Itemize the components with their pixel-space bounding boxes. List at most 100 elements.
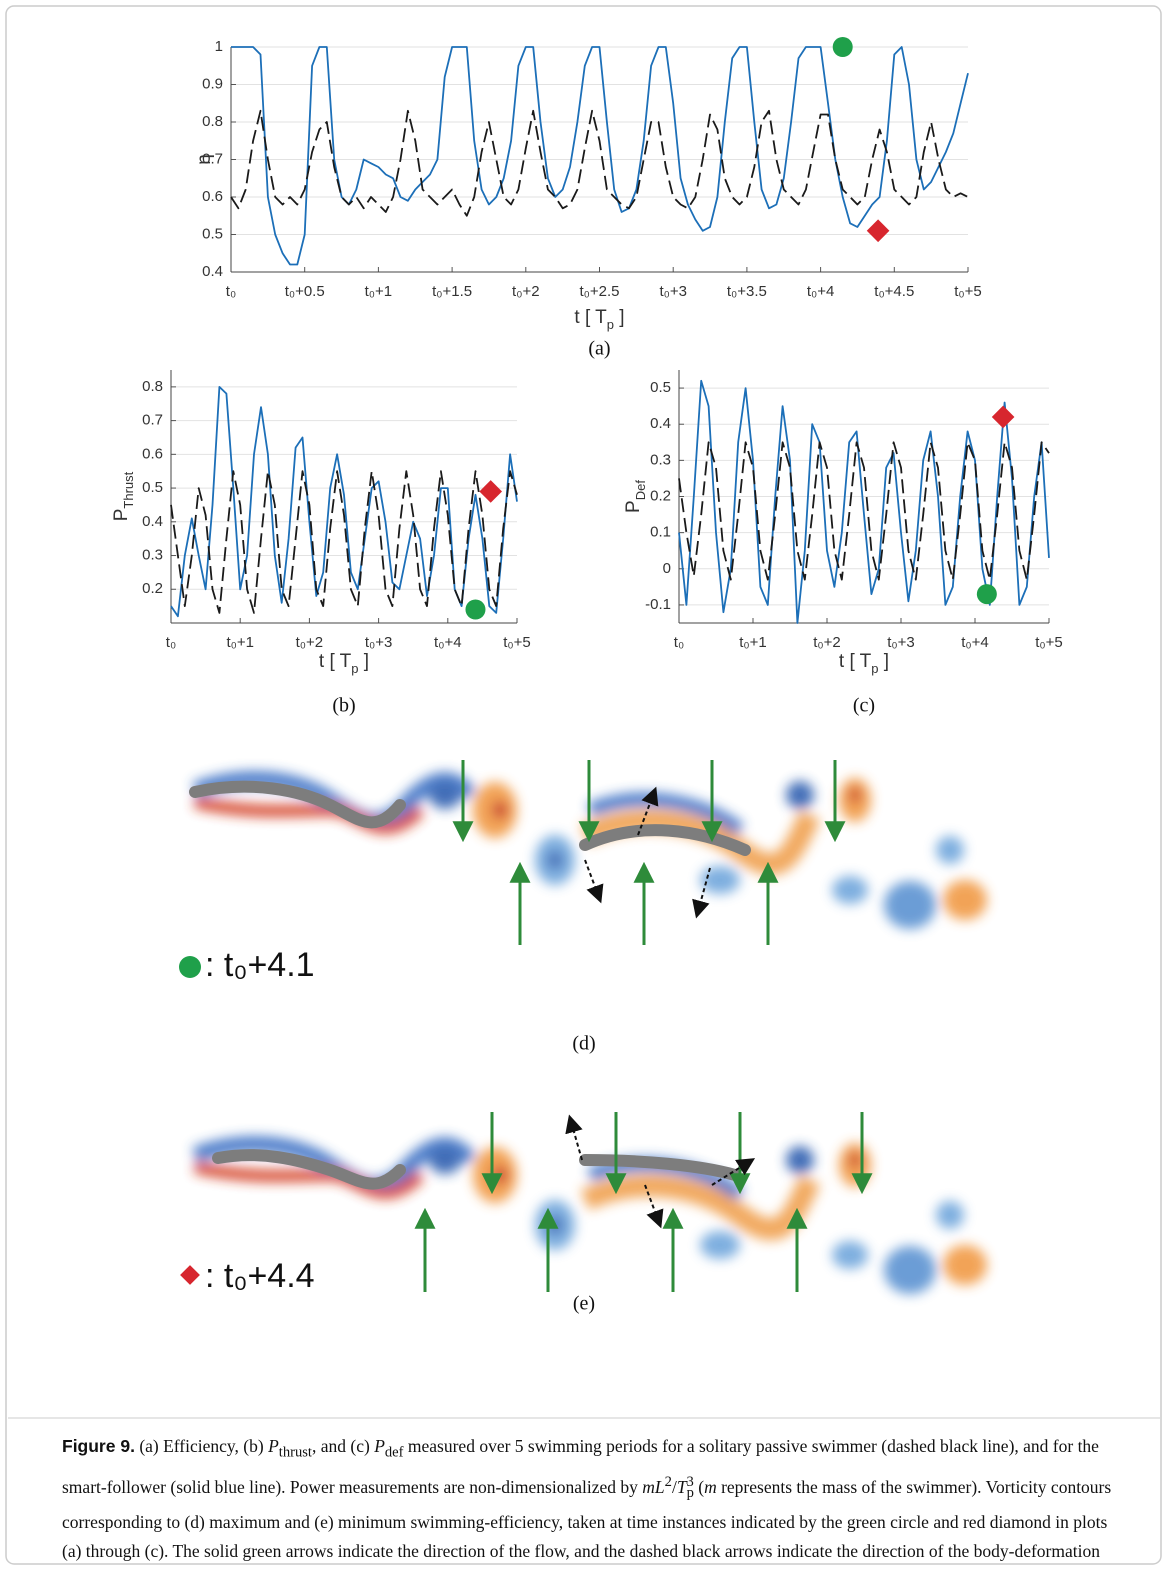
caption-text: ( (693, 1476, 705, 1497)
vorticity-panel-d: : t₀+4.1 (d) (179, 760, 987, 1055)
y-tick-label: -0.1 (645, 596, 671, 613)
x-tick-label: t₀+2 (296, 634, 324, 651)
marker-circle (465, 599, 486, 620)
x-tick-label: t₀+3 (365, 634, 393, 651)
panel-label: (a) (588, 338, 610, 360)
y-tick-label: 0.5 (202, 225, 223, 242)
x-axis-label-part: p (607, 317, 614, 332)
panel-time: : t₀+4.1 (205, 946, 315, 984)
x-tick-label: t₀+1 (226, 634, 254, 651)
x-axis-label: t [ Tp ] (839, 651, 889, 676)
chart: -0.1 0 0.1 0.2 0.3 0.4 0.5 t₀ t₀+1 t₀+2 t₀+3 t₀+4 t₀… (623, 370, 1063, 717)
y-tick-label: 0.5 (142, 479, 163, 496)
y-tick-label: 0.1 (650, 524, 671, 541)
y-tick-label: 0.2 (142, 580, 163, 597)
caption-text: measured over 5 swimming periods for a s… (62, 1436, 1099, 1497)
caption-math: 2 (664, 1473, 672, 1490)
data-line (170, 470, 518, 614)
x-tick-label: t₀ (166, 634, 176, 651)
x-tick-label: t₀+0.5 (285, 283, 325, 300)
caption-math: / (671, 1476, 677, 1497)
caption-text: , and (c) (311, 1436, 375, 1456)
y-axis-label-part: Thrust (121, 471, 136, 508)
chart: 0.4 0.5 0.6 0.7 0.8 0.9 1 t₀ t₀+0.5 t₀+1 t₀+1.5 t₀+… (194, 37, 982, 360)
y-axis-label: PThrust (111, 471, 136, 521)
y-axis-label: η (194, 154, 215, 165)
y-tick-label: 1 (215, 38, 223, 55)
y-tick-label: 0.8 (142, 378, 163, 395)
marker-circle (976, 584, 997, 605)
x-tick-label: t₀+1 (365, 283, 393, 300)
x-tick-label: t₀+1 (739, 634, 767, 651)
frame (5, 5, 1162, 1565)
y-tick-label: 0.6 (142, 445, 163, 462)
marker-diamond (991, 405, 1015, 429)
y-tick-label: 0.8 (202, 113, 223, 130)
x-tick-label: t₀+4 (961, 634, 989, 651)
caption-text: represents the mass of the swimmer). Vor… (62, 1476, 1112, 1571)
caption-math: mL (642, 1476, 665, 1497)
x-tick-label: t₀+2 (813, 634, 841, 651)
y-axis-label-part: Def (633, 480, 648, 501)
y-axis-label-part: P (111, 509, 132, 522)
panel-label: (e) (573, 1293, 595, 1315)
caption: Figure 9. (a) Efficiency, (b) Pthrust, a… (62, 1432, 1112, 1571)
x-tick-label: t₀+4 (807, 283, 835, 300)
x-axis-label-part: p (351, 661, 358, 676)
caption-label: Figure 9. (62, 1436, 135, 1456)
y-tick-label: 0.6 (202, 188, 223, 205)
x-tick-label: t₀+1.5 (432, 283, 472, 300)
panel-label: (d) (572, 1033, 595, 1055)
panel-label: (b) (332, 695, 355, 717)
caption-math: m (704, 1476, 717, 1497)
caption-math: P (374, 1436, 385, 1456)
caption-math: def (384, 1444, 404, 1461)
x-tick-label: t₀ (226, 283, 236, 300)
caption-math: P (268, 1436, 279, 1456)
y-axis-label-part: η (194, 154, 215, 165)
x-axis-label-part: ] (359, 651, 370, 672)
y-tick-label: 0.5 (650, 379, 671, 396)
panel-time: : t₀+4.4 (205, 1257, 315, 1295)
vorticity-panel-e: : t₀+4.4 (e) (180, 1112, 987, 1315)
x-tick-label: t₀+4 (434, 634, 462, 651)
data-line (231, 46, 969, 266)
x-axis-label-part: ] (879, 651, 890, 672)
x-tick-label: t₀+3 (887, 634, 915, 651)
caption-math: p (686, 1484, 694, 1501)
chart: 0.2 0.3 0.4 0.5 0.6 0.7 0.8 t₀ t₀+1 t₀+2 t₀+3 t₀+4 t… (111, 370, 531, 717)
x-tick-label: t₀+3.5 (727, 283, 767, 300)
caption-math: T (676, 1476, 687, 1497)
data-line (230, 109, 969, 217)
panel-label: (c) (853, 695, 875, 717)
y-tick-label: 0.4 (202, 263, 223, 280)
x-tick-label: t₀+5 (1035, 634, 1063, 651)
y-tick-label: 0.9 (202, 75, 223, 92)
y-tick-label: 0.7 (202, 150, 223, 167)
x-tick-label: t₀+2.5 (579, 283, 619, 300)
x-axis-label-part: t [ T (574, 307, 607, 328)
y-tick-label: 0 (663, 560, 671, 577)
y-tick-label: 0.4 (650, 415, 671, 432)
data-line (678, 441, 1050, 581)
x-tick-label: t₀+5 (954, 283, 982, 300)
y-tick-label: 0.4 (142, 513, 163, 530)
y-tick-label: 0.2 (650, 487, 671, 504)
y-axis-label-part: P (623, 500, 644, 513)
caption-text: (a) Efficiency, (b) (134, 1436, 269, 1456)
data-line (170, 386, 518, 618)
marker-diamond (866, 219, 890, 243)
caption-math: thrust (278, 1444, 312, 1461)
x-tick-label: t₀+4.5 (874, 283, 914, 300)
x-axis-label-part: ] (614, 307, 625, 328)
caption-math: 3 (686, 1473, 694, 1490)
x-axis-label-part: p (871, 661, 878, 676)
y-tick-label: 0.3 (142, 547, 163, 564)
marker-diamond (479, 480, 503, 503)
y-axis-label: PDef (623, 480, 648, 513)
y-tick-label: 0.3 (650, 451, 671, 468)
x-tick-label: t₀+2 (512, 283, 540, 300)
x-tick-label: t₀ (674, 634, 684, 651)
y-tick-label: 0.7 (142, 412, 163, 429)
